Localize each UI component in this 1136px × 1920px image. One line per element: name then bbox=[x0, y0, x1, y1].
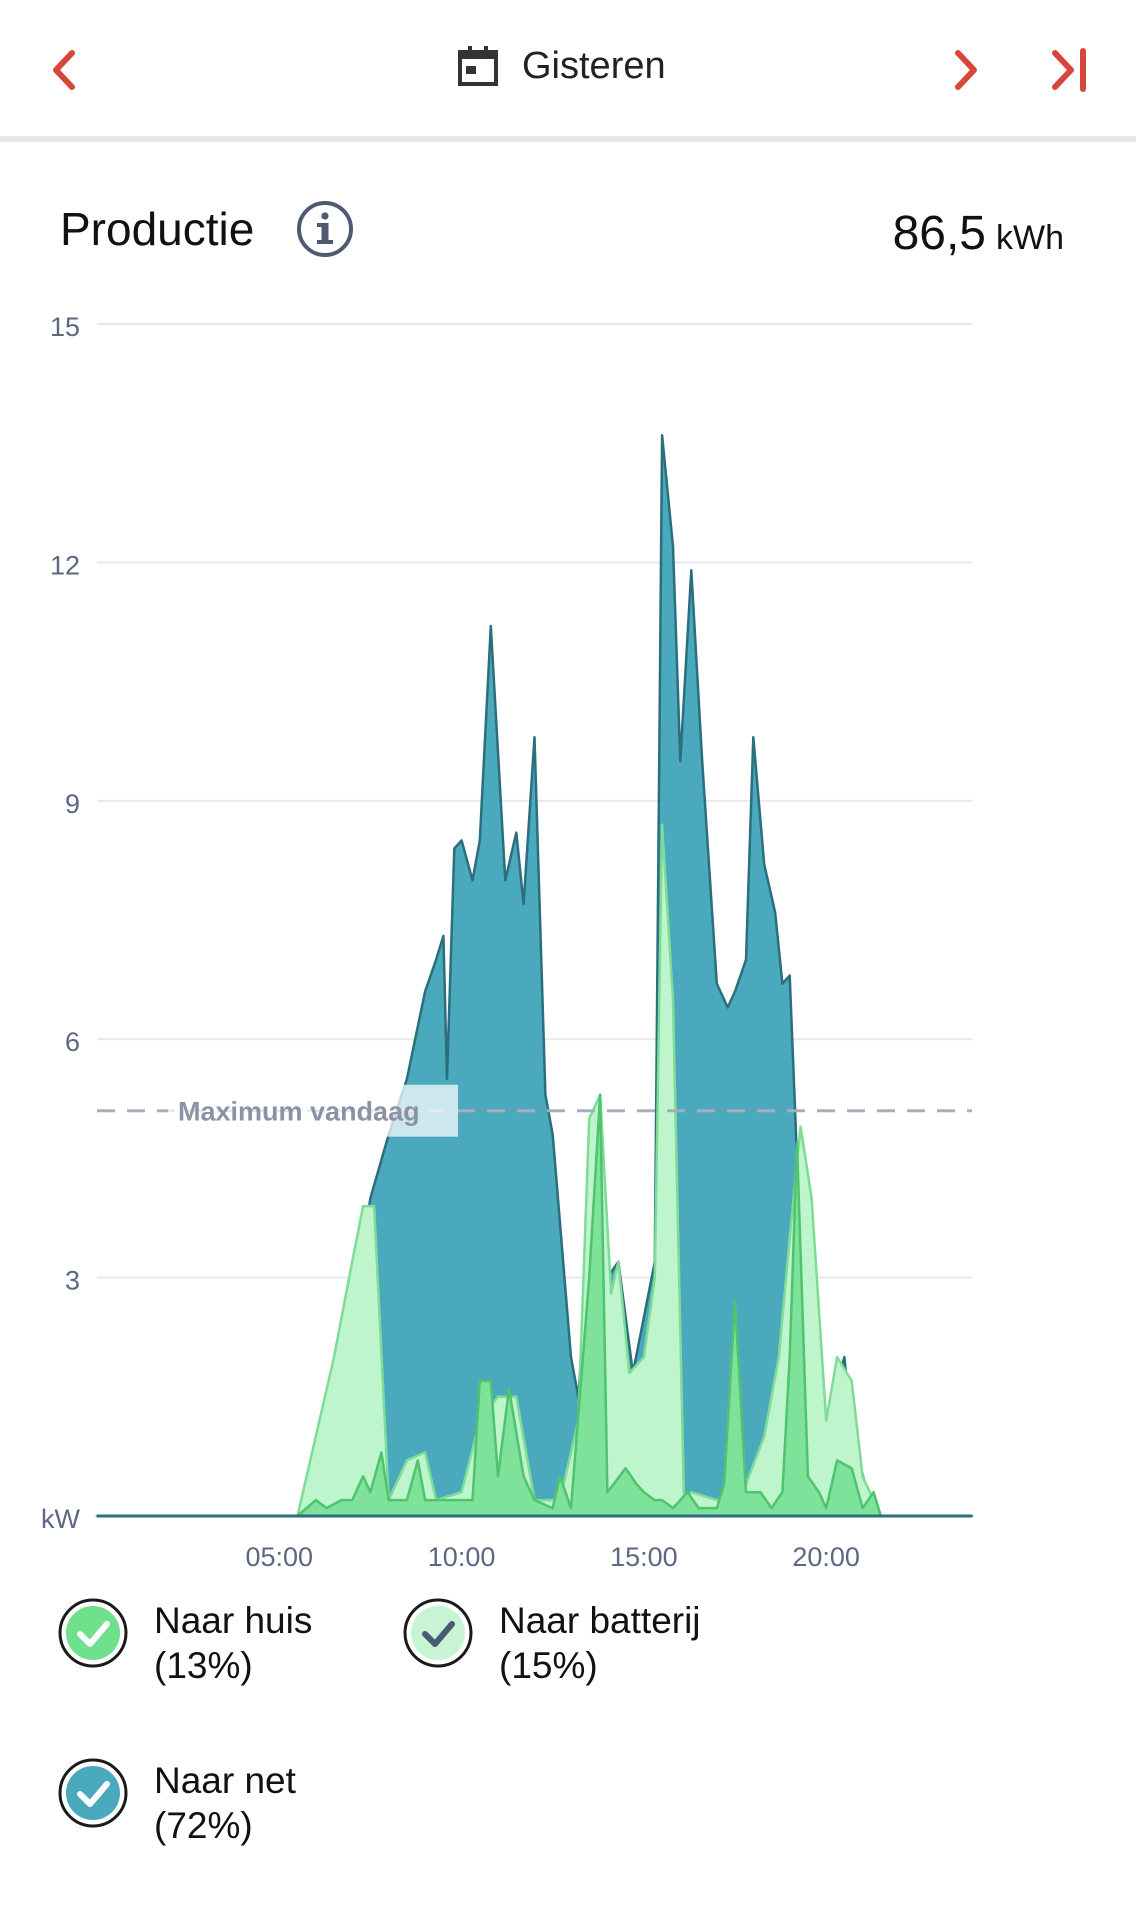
checkmark-icon bbox=[403, 1598, 473, 1668]
legend-item-naar-batterij[interactable]: Naar batterij (15%) bbox=[403, 1598, 701, 1688]
legend-label-name: Naar net bbox=[154, 1760, 296, 1801]
reference-label-bg bbox=[168, 1084, 458, 1137]
previous-day-button[interactable] bbox=[34, 40, 94, 100]
legend-item-naar-net[interactable]: Naar net (72%) bbox=[58, 1758, 296, 1848]
x-tick-label: 10:00 bbox=[428, 1542, 496, 1572]
legend-swatch-naar-net bbox=[66, 1766, 120, 1820]
x-tick-label: 05:00 bbox=[246, 1542, 314, 1572]
y-tick-label: 12 bbox=[50, 550, 80, 580]
checkmark-icon bbox=[58, 1758, 128, 1828]
legend-swatch-naar-huis bbox=[66, 1606, 120, 1660]
date-title: Gisteren bbox=[522, 44, 666, 87]
legend-swatch-naar-batterij bbox=[411, 1606, 465, 1660]
legend-label-name: Naar huis bbox=[154, 1600, 313, 1641]
legend-label-percent: (72%) bbox=[154, 1805, 253, 1846]
skip-to-end-icon bbox=[1052, 48, 1086, 92]
legend-label-name: Naar batterij bbox=[499, 1600, 701, 1641]
y-tick-label: 15 bbox=[50, 312, 80, 342]
y-tick-label: 6 bbox=[65, 1027, 80, 1057]
production-chart: Maximum vandaag 15 12 9 6 3 kW 05:00 10:00 15:00… bbox=[41, 312, 974, 1572]
calendar-icon bbox=[458, 46, 498, 86]
legend-item-naar-huis[interactable]: Naar huis (13%) bbox=[58, 1598, 312, 1688]
chart-axes: 15 12 9 6 3 kW 05:00 10:00 15:00 20:00 bbox=[41, 312, 972, 1572]
reference-line-label: Maximum vandaag bbox=[178, 1097, 420, 1127]
legend-label: Naar batterij (15%) bbox=[499, 1598, 701, 1688]
header-divider bbox=[0, 136, 1136, 142]
chevron-right-icon bbox=[955, 50, 977, 90]
y-tick-label: 3 bbox=[65, 1266, 80, 1296]
legend-label-percent: (13%) bbox=[154, 1645, 253, 1686]
chart-areas bbox=[95, 434, 974, 1518]
y-tick-label: 9 bbox=[65, 789, 80, 819]
x-tick-label: 15:00 bbox=[610, 1542, 678, 1572]
next-day-button[interactable] bbox=[936, 40, 996, 100]
jump-to-today-button[interactable] bbox=[1040, 40, 1100, 100]
legend-label-percent: (15%) bbox=[499, 1645, 598, 1686]
chevron-left-icon bbox=[53, 50, 75, 90]
total-unit: kWh bbox=[996, 219, 1064, 257]
y-axis-label: kW bbox=[41, 1504, 81, 1534]
section-title: Productie bbox=[60, 203, 255, 255]
x-tick-label: 20:00 bbox=[792, 1542, 860, 1572]
info-icon[interactable] bbox=[296, 200, 354, 258]
legend-label: Naar huis (13%) bbox=[154, 1598, 312, 1688]
total-value: 86,5 bbox=[892, 207, 986, 260]
series-area-naar-net bbox=[95, 434, 974, 1518]
legend-label: Naar net (72%) bbox=[154, 1758, 296, 1848]
date-selector[interactable]: Gisteren bbox=[456, 38, 666, 94]
reference-line: Maximum vandaag bbox=[97, 1084, 972, 1137]
checkmark-icon bbox=[58, 1598, 128, 1668]
top-navigation-bar: Gisteren bbox=[0, 0, 1136, 136]
total-production: 86,5 kWh bbox=[893, 206, 1064, 261]
series-area-naar-huis bbox=[95, 1093, 974, 1518]
